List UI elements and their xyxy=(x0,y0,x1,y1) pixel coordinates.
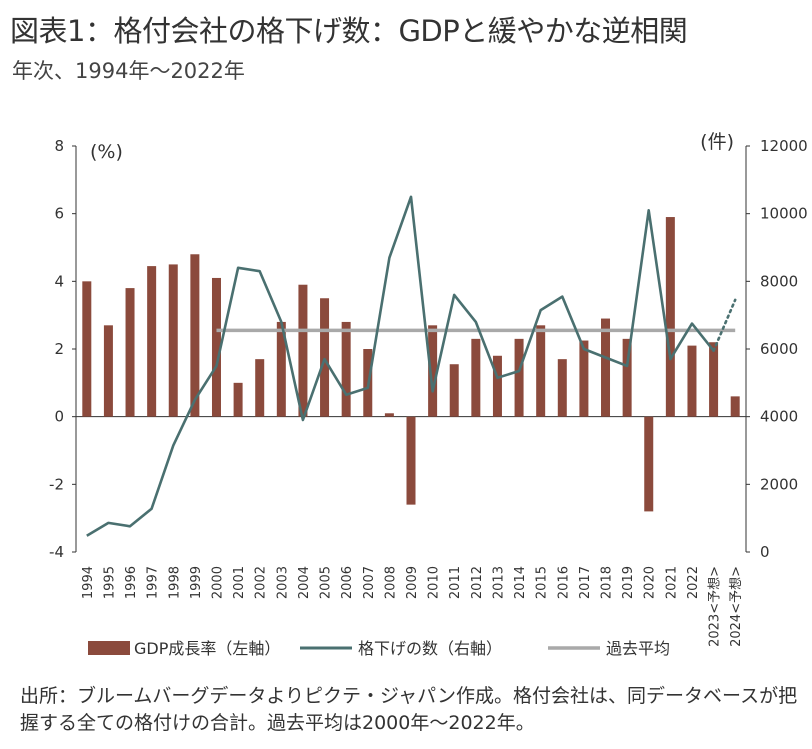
left-tick-label: -4 xyxy=(49,543,64,561)
gdp-bar xyxy=(471,338,481,417)
x-tick-label: 2019 xyxy=(621,566,636,599)
x-tick-label: 2022 xyxy=(686,566,701,599)
gdp-bar xyxy=(557,359,567,417)
gdp-bar xyxy=(536,325,546,417)
left-tick-label: -2 xyxy=(49,475,64,493)
x-tick-label: 2007 xyxy=(362,566,377,599)
left-tick-label: 8 xyxy=(54,137,64,155)
gdp-bar xyxy=(190,254,200,417)
downgrade-projection-line xyxy=(712,298,737,353)
legend-gdp-label: GDP成長率（左軸） xyxy=(134,639,280,658)
chart-title: 図表1：格付会社の格下げ数：GDPと緩やかな逆相関 xyxy=(10,14,688,48)
legend-group: GDP成長率（左軸） 格下げの数（右軸） 過去平均 xyxy=(88,639,670,658)
x-tick-label: 2023<予想> xyxy=(707,566,723,647)
gdp-bar xyxy=(233,382,243,417)
x-tick-label: 2012 xyxy=(470,566,485,599)
gdp-bar xyxy=(492,355,502,417)
left-tick-label: 6 xyxy=(54,205,64,223)
chart-area: -4 -2 0 2 4 6 8 0 2000 4000 6000 8000 10000 12000 (%) (… xyxy=(49,131,808,658)
x-tick-label: 1994 xyxy=(81,566,96,599)
x-tick-label: 2013 xyxy=(491,566,506,599)
right-tick-label: 12000 xyxy=(760,137,808,155)
x-tick-label: 2006 xyxy=(340,566,355,599)
right-tick-label: 10000 xyxy=(760,205,808,223)
gdp-bar xyxy=(687,345,697,417)
gdp-bar xyxy=(82,281,92,417)
gdp-bar xyxy=(449,364,459,417)
gdp-bar xyxy=(125,288,135,417)
gdp-bar xyxy=(644,416,654,512)
x-tick-label: 2021 xyxy=(664,566,679,599)
x-tick-label: 2001 xyxy=(232,566,247,599)
gdp-bar xyxy=(406,416,416,505)
gdp-bars-group xyxy=(82,217,740,512)
downgrade-line-group xyxy=(86,195,737,537)
right-axis-unit: (件) xyxy=(700,131,734,153)
x-tick-label: 2016 xyxy=(556,566,571,599)
left-tick-label: 0 xyxy=(54,408,64,426)
right-tick-label: 6000 xyxy=(760,340,798,358)
gdp-bar xyxy=(298,284,308,417)
x-tick-label: 2018 xyxy=(600,566,615,599)
left-axis-unit: (%) xyxy=(90,141,123,163)
x-tick-label: 1998 xyxy=(167,566,182,599)
x-tick-label: 2010 xyxy=(427,566,442,599)
gdp-bar xyxy=(601,318,611,417)
legend-downgrade-label: 格下げの数（右軸） xyxy=(358,639,502,658)
x-tick-label: 2017 xyxy=(578,566,593,599)
gdp-bar xyxy=(730,396,740,417)
x-tick-label: 2008 xyxy=(383,566,398,599)
x-tick-label: 2003 xyxy=(275,566,290,599)
x-tick-label: 2009 xyxy=(405,566,420,599)
x-tick-label: 1999 xyxy=(189,566,204,599)
x-tick-label: 2015 xyxy=(535,566,550,599)
x-tick-labels-group: 1994 1995 1996 1997 1998 1999 2000 2001 2002 2003… xyxy=(81,566,744,647)
x-tick-label: 2024<予想> xyxy=(728,566,744,647)
x-tick-label: 1995 xyxy=(102,566,117,599)
x-tick-label: 2004 xyxy=(297,566,312,599)
gdp-bar xyxy=(514,338,524,417)
gdp-bar xyxy=(341,321,351,417)
left-tick-label: 4 xyxy=(54,272,64,290)
left-tick-label: 2 xyxy=(54,340,64,358)
gdp-bar xyxy=(428,325,438,417)
gdp-bar xyxy=(168,264,178,417)
downgrade-line xyxy=(86,195,715,537)
legend-gdp-swatch xyxy=(88,641,130,655)
chart-subtitle: 年次、1994年～2022年 xyxy=(12,59,245,83)
right-tick-label: 8000 xyxy=(760,272,798,290)
x-tick-label: 2020 xyxy=(643,566,658,599)
x-tick-label: 2005 xyxy=(319,566,334,599)
gdp-bar xyxy=(320,298,330,417)
legend-average-label: 過去平均 xyxy=(606,639,670,658)
x-tick-label: 2000 xyxy=(210,566,225,599)
gdp-bar xyxy=(276,321,286,417)
right-tick-label: 4000 xyxy=(760,408,798,426)
x-tick-label: 1996 xyxy=(124,566,139,599)
gdp-bar xyxy=(211,277,221,417)
gdp-bar xyxy=(579,340,589,417)
x-tick-label: 2014 xyxy=(513,566,528,599)
gdp-bar xyxy=(255,359,265,417)
gdp-bar xyxy=(665,217,675,417)
x-tick-label: 1997 xyxy=(146,566,161,599)
right-tick-label: 2000 xyxy=(760,475,798,493)
gdp-bar xyxy=(384,413,394,417)
gdp-bar xyxy=(709,342,719,417)
gdp-bar xyxy=(622,338,632,417)
right-tick-label: 0 xyxy=(760,543,770,561)
x-tick-label: 2011 xyxy=(448,566,463,599)
x-tick-label: 2002 xyxy=(254,566,269,599)
source-note: 出所：ブルームバーグデータよりピクテ・ジャパン作成。格付会社は、同データベースが… xyxy=(20,685,798,734)
gdp-bar xyxy=(147,266,157,417)
gdp-bar xyxy=(103,325,113,417)
